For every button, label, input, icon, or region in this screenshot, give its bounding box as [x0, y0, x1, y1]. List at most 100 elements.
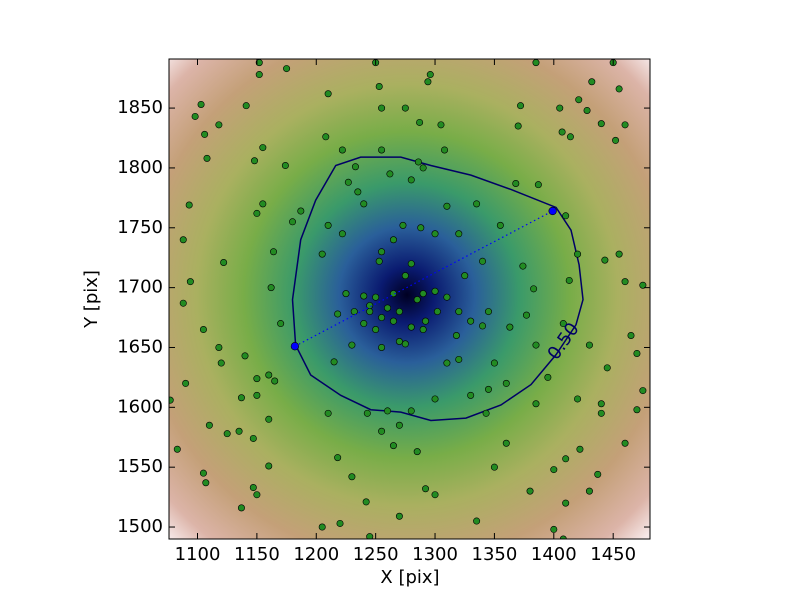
- data-point: [422, 317, 430, 325]
- data-point: [186, 278, 194, 286]
- data-point: [413, 448, 421, 456]
- data-point: [530, 285, 538, 293]
- data-point: [566, 133, 574, 141]
- data-point: [479, 257, 487, 265]
- data-point: [277, 320, 285, 328]
- x-tick-label: 1200: [293, 544, 339, 565]
- data-point: [348, 341, 356, 349]
- data-point: [407, 407, 415, 415]
- data-point: [424, 78, 432, 86]
- data-point: [249, 484, 257, 492]
- data-point: [220, 258, 228, 266]
- data-point: [615, 85, 623, 93]
- data-point: [271, 377, 279, 385]
- data-point: [562, 212, 570, 220]
- x-axis-label: X [pix]: [380, 567, 439, 588]
- data-point: [375, 257, 383, 265]
- data-point: [179, 299, 187, 307]
- data-point: [281, 162, 289, 170]
- data-point: [401, 104, 409, 112]
- marker-point: [290, 342, 299, 351]
- data-point: [253, 209, 261, 217]
- data-point: [251, 157, 259, 165]
- data-point: [334, 454, 342, 462]
- data-point: [603, 364, 611, 372]
- data-point: [324, 409, 332, 417]
- data-point: [426, 71, 434, 79]
- data-point: [366, 533, 374, 539]
- data-point: [205, 421, 213, 429]
- data-point: [378, 427, 386, 435]
- data-point: [562, 455, 570, 463]
- data-point: [585, 341, 593, 349]
- contour-line: [291, 156, 584, 422]
- data-point: [342, 290, 350, 298]
- data-point: [639, 387, 647, 395]
- data-point: [324, 221, 332, 229]
- data-point: [532, 59, 540, 67]
- data-point: [202, 479, 210, 487]
- data-point: [502, 379, 510, 387]
- data-point: [322, 133, 330, 141]
- data-point: [366, 308, 374, 316]
- data-point: [401, 272, 409, 280]
- data-point: [496, 221, 504, 229]
- data-point: [344, 178, 352, 186]
- data-point: [360, 200, 368, 208]
- data-point: [562, 499, 570, 507]
- data-point: [351, 163, 359, 171]
- data-point: [199, 469, 207, 477]
- data-point: [185, 201, 193, 209]
- data-point: [270, 248, 278, 256]
- data-point: [419, 290, 427, 298]
- data-point: [199, 326, 207, 334]
- plot-frame: [168, 58, 651, 540]
- data-point: [375, 83, 383, 91]
- data-point: [407, 176, 415, 184]
- density-map: [169, 59, 650, 539]
- data-point: [283, 65, 291, 73]
- x-tick-label: 1350: [472, 544, 518, 565]
- data-point: [297, 207, 305, 215]
- y-tick-label: 1550: [117, 456, 163, 477]
- data-point: [514, 122, 522, 130]
- data-point: [416, 118, 424, 126]
- data-point: [455, 308, 463, 316]
- data-point: [253, 375, 261, 383]
- data-point: [336, 519, 344, 527]
- data-point: [215, 343, 223, 351]
- data-point: [389, 442, 397, 450]
- y-axis-label: Y [pix]: [81, 270, 102, 329]
- data-point: [431, 395, 439, 403]
- data-point: [455, 230, 463, 238]
- data-point: [583, 106, 591, 114]
- data-point: [191, 112, 199, 120]
- data-point: [433, 308, 441, 316]
- data-point: [443, 202, 451, 210]
- data-point: [585, 487, 593, 495]
- data-point: [597, 120, 605, 128]
- data-point: [237, 504, 245, 512]
- data-point: [372, 293, 380, 301]
- data-point: [182, 379, 190, 387]
- data-point: [372, 326, 380, 334]
- data-point: [255, 71, 263, 79]
- data-point: [601, 256, 609, 264]
- data-point: [575, 96, 583, 104]
- data-point: [639, 281, 647, 289]
- data-point: [490, 463, 498, 471]
- data-point: [621, 439, 629, 447]
- data-point: [526, 487, 534, 495]
- data-point: [417, 224, 425, 232]
- data-point: [621, 278, 629, 286]
- data-point: [289, 218, 297, 226]
- y-tick-label: 1650: [117, 336, 163, 357]
- data-point: [473, 200, 481, 208]
- data-point: [241, 352, 249, 360]
- data-point: [407, 323, 415, 331]
- x-tick-label: 1150: [234, 544, 280, 565]
- data-point: [395, 337, 403, 345]
- marker-point: [548, 206, 557, 216]
